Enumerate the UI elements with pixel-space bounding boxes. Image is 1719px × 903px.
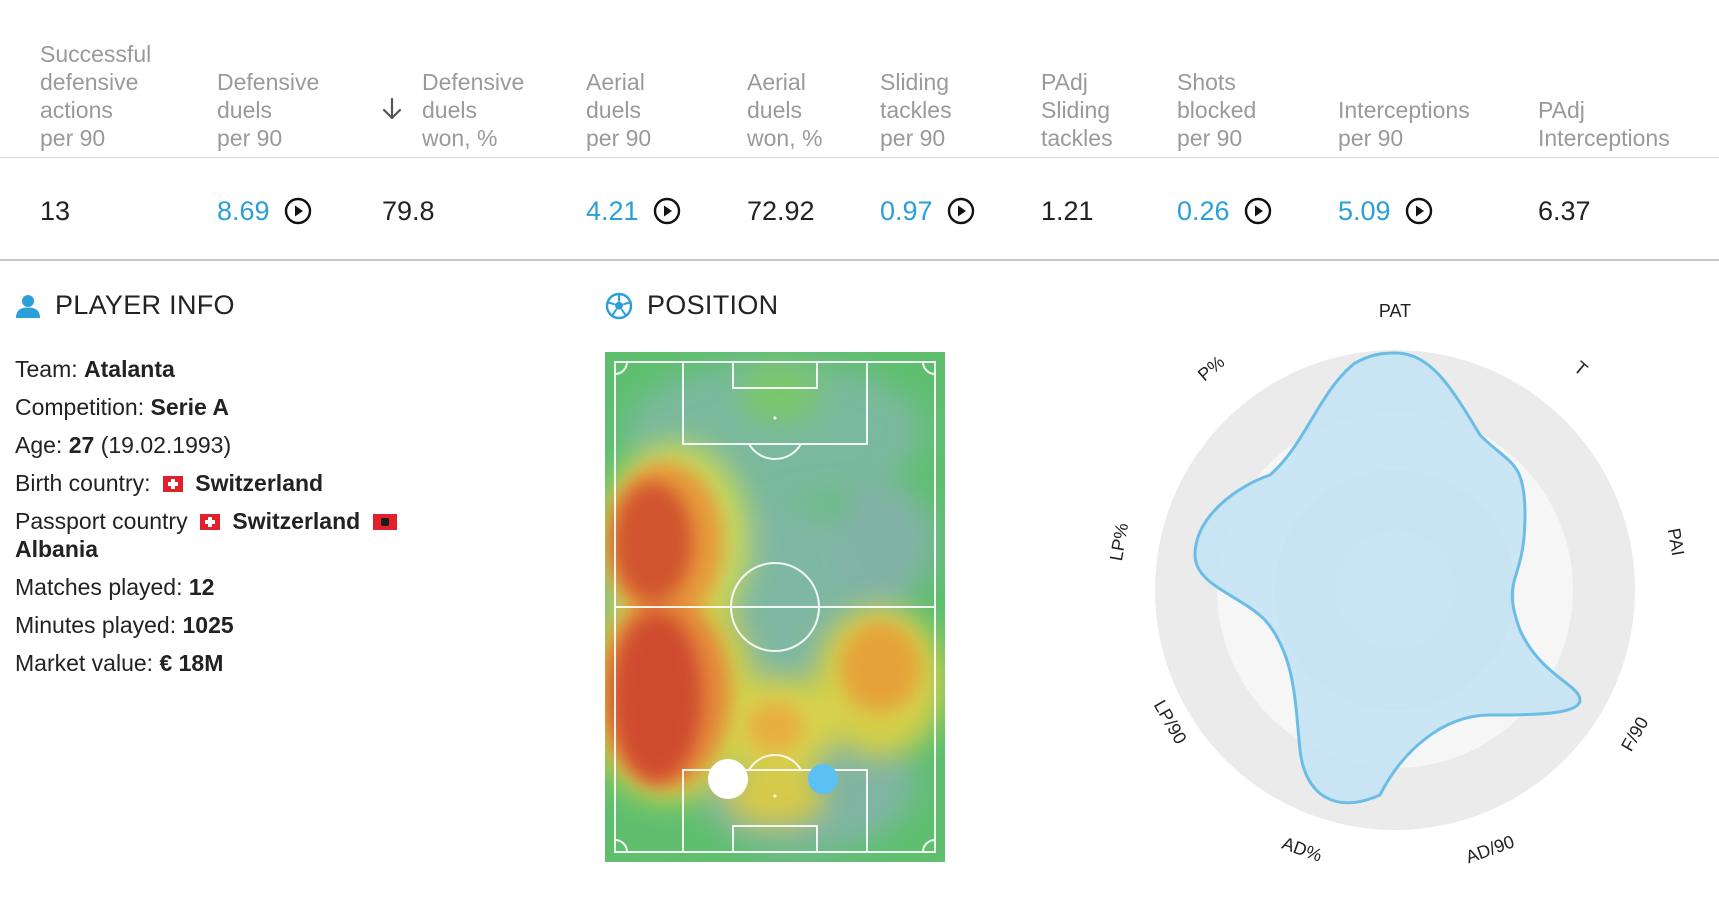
cell-defensive-duels-won: 79.8 (382, 195, 435, 226)
info-competition: Competition: Serie A (15, 394, 229, 420)
play-video-icon[interactable] (653, 197, 681, 225)
play-video-icon[interactable] (1405, 197, 1433, 225)
column-header-defensive-duels-won[interactable]: Defensive duels won, % (382, 12, 524, 152)
radar-label-pat: PAT (1379, 301, 1411, 321)
soccer-ball-icon (605, 292, 633, 319)
radar-label-ad90: AD/90 (1463, 831, 1517, 867)
player-info-list: Team: Atalanta Competition: Serie A Age:… (15, 350, 435, 682)
sort-down-arrow-icon (382, 97, 402, 120)
position-heading: POSITION (605, 290, 778, 321)
cell-aerial-duels[interactable]: 4.21 (586, 191, 681, 231)
radar-label-lp-pct: LP% (1106, 521, 1132, 562)
column-header-interceptions[interactable]: Interceptions per 90 (1338, 97, 1470, 151)
radar-label-pai: PAI (1664, 527, 1689, 558)
cell-aerial-duels-won: 72.92 (747, 195, 815, 226)
heatmap-layer (605, 362, 945, 852)
play-video-icon[interactable] (284, 197, 312, 225)
column-header-sliding-tackles[interactable]: Sliding tackles per 90 (880, 69, 952, 151)
info-passport-country: Passport country Switzerland Albania (15, 502, 435, 568)
play-video-icon[interactable] (947, 197, 975, 225)
radar-label-f90: F/90 (1617, 713, 1652, 754)
cell-padj-interceptions: 6.37 (1538, 195, 1591, 226)
column-header-padj-interceptions[interactable]: PAdj Interceptions (1538, 97, 1670, 151)
info-market-value: Market value: € 18M (15, 650, 224, 676)
albania-flag-icon (372, 514, 397, 530)
info-team: Team: Atalanta (15, 356, 175, 382)
radar-label-p-pct: P% (1194, 352, 1228, 385)
radar-label-ad-pct: AD% (1279, 833, 1324, 866)
column-header-defensive-duels[interactable]: Defensive duels per 90 (217, 69, 320, 151)
user-icon (16, 294, 40, 318)
info-matches-played: Matches played: 12 (15, 574, 215, 600)
switzerland-flag-icon (199, 514, 220, 530)
radar-shape (1193, 351, 1582, 805)
pitch-lines (614, 361, 936, 853)
cell-successful-defensive-actions: 13 (40, 195, 71, 226)
radar-label-t: T (1570, 357, 1591, 379)
player-info-heading: PLAYER INFO (15, 290, 235, 321)
cell-interceptions[interactable]: 5.09 (1338, 191, 1433, 231)
cell-padj-sliding-tackles: 1.21 (1041, 195, 1094, 226)
play-video-icon[interactable] (1244, 197, 1272, 225)
stats-table-header: Successful defensive actions per 90 Defe… (0, 0, 1719, 158)
cell-sliding-tackles[interactable]: 0.97 (880, 191, 975, 231)
main-position-marker[interactable] (708, 759, 748, 799)
column-header-successful-defensive-actions[interactable]: Successful defensive actions per 90 (40, 41, 152, 151)
cell-shots-blocked[interactable]: 0.26 (1177, 191, 1272, 231)
switzerland-flag-icon (162, 476, 183, 492)
secondary-position-marker[interactable] (808, 764, 838, 794)
info-minutes-played: Minutes played: 1025 (15, 612, 234, 638)
column-header-shots-blocked[interactable]: Shots blocked per 90 (1177, 69, 1257, 151)
position-heatmap (605, 352, 945, 862)
cell-defensive-duels[interactable]: 8.69 (217, 191, 312, 231)
radar-chart: PAT T PAI F/90 AD/90 AD% LP/90 LP% P% (1106, 301, 1689, 867)
info-birth-country: Birth country: Switzerland (15, 470, 324, 496)
column-header-aerial-duels-won[interactable]: Aerial duels won, % (747, 69, 823, 151)
stats-table-row: 13 8.69 79.8 4.21 72.92 0.97 1.21 0.26 5… (0, 157, 1719, 261)
column-header-aerial-duels[interactable]: Aerial duels per 90 (586, 69, 652, 151)
info-age: Age: 27 (19.02.1993) (15, 432, 232, 458)
column-header-padj-sliding-tackles[interactable]: PAdj Sliding tackles (1041, 69, 1113, 151)
